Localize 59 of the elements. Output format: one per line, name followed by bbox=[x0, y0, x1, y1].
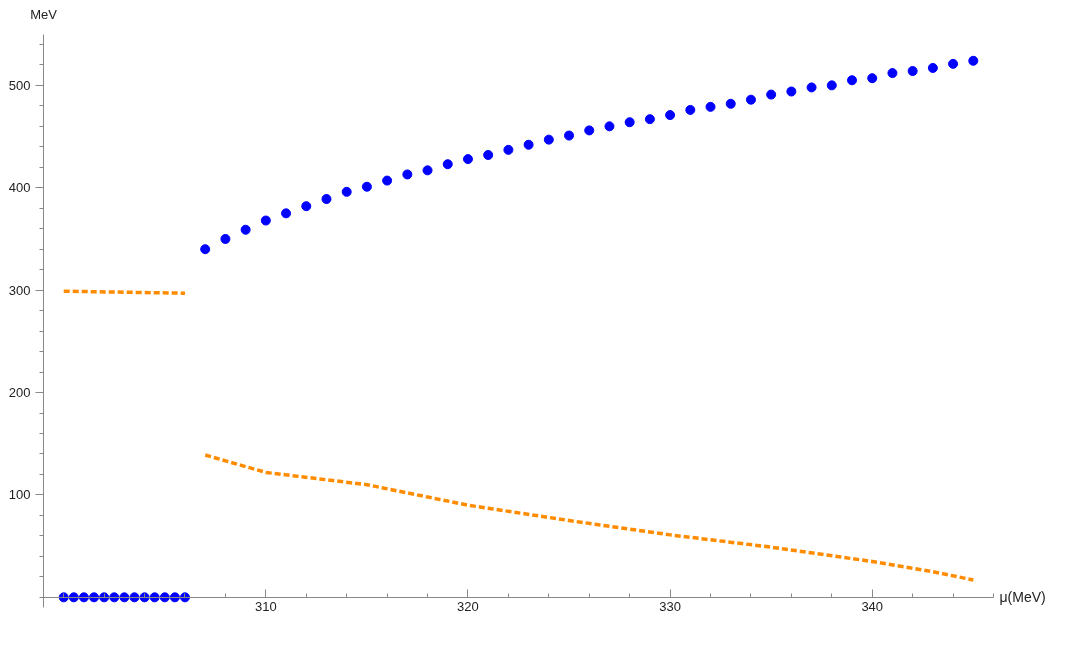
point bbox=[200, 244, 211, 255]
point bbox=[149, 592, 160, 603]
point bbox=[927, 62, 938, 73]
point bbox=[564, 130, 575, 141]
point bbox=[624, 117, 635, 128]
point bbox=[119, 592, 130, 603]
y-tick-label: 300 bbox=[8, 282, 31, 298]
x-axis-title: μ(MeV) bbox=[999, 589, 1046, 606]
point bbox=[169, 592, 180, 603]
point bbox=[68, 592, 79, 603]
point bbox=[543, 134, 554, 145]
point bbox=[887, 68, 898, 79]
point bbox=[665, 110, 676, 121]
point bbox=[422, 165, 433, 176]
point bbox=[78, 592, 89, 603]
point bbox=[361, 181, 372, 192]
point bbox=[442, 159, 453, 170]
point bbox=[89, 592, 100, 603]
y-tick-label: 400 bbox=[8, 180, 31, 196]
point bbox=[483, 150, 494, 160]
y-tick-label: 100 bbox=[8, 487, 31, 503]
point bbox=[766, 89, 777, 100]
x-tick-label: 320 bbox=[457, 599, 479, 615]
point bbox=[281, 208, 292, 219]
point bbox=[240, 224, 251, 235]
point bbox=[806, 82, 817, 93]
point bbox=[382, 175, 393, 186]
point bbox=[159, 592, 170, 603]
point bbox=[321, 194, 332, 205]
point bbox=[220, 233, 231, 244]
point bbox=[341, 186, 352, 197]
point bbox=[705, 101, 716, 112]
y-tick-label: 500 bbox=[8, 77, 31, 93]
x-tick-label: 330 bbox=[659, 599, 681, 615]
y-axis-title: MeV bbox=[30, 7, 58, 23]
point bbox=[301, 201, 312, 212]
x-tick-label: 310 bbox=[255, 599, 277, 615]
y-tick-label: 200 bbox=[8, 385, 31, 401]
point bbox=[786, 86, 797, 97]
line-series bbox=[203, 453, 976, 582]
point bbox=[685, 104, 696, 115]
point bbox=[826, 80, 837, 91]
point bbox=[584, 125, 595, 136]
point bbox=[260, 215, 271, 226]
point bbox=[402, 169, 413, 180]
point bbox=[745, 94, 756, 105]
point bbox=[847, 75, 858, 86]
point bbox=[968, 55, 979, 66]
point bbox=[867, 73, 878, 84]
point bbox=[604, 121, 615, 132]
point bbox=[644, 114, 655, 125]
x-tick-label: 340 bbox=[861, 599, 884, 615]
point bbox=[725, 98, 736, 109]
point bbox=[523, 139, 534, 150]
point bbox=[907, 66, 918, 77]
point bbox=[948, 58, 959, 69]
point bbox=[462, 154, 473, 165]
point bbox=[503, 144, 514, 155]
point bbox=[109, 592, 120, 603]
